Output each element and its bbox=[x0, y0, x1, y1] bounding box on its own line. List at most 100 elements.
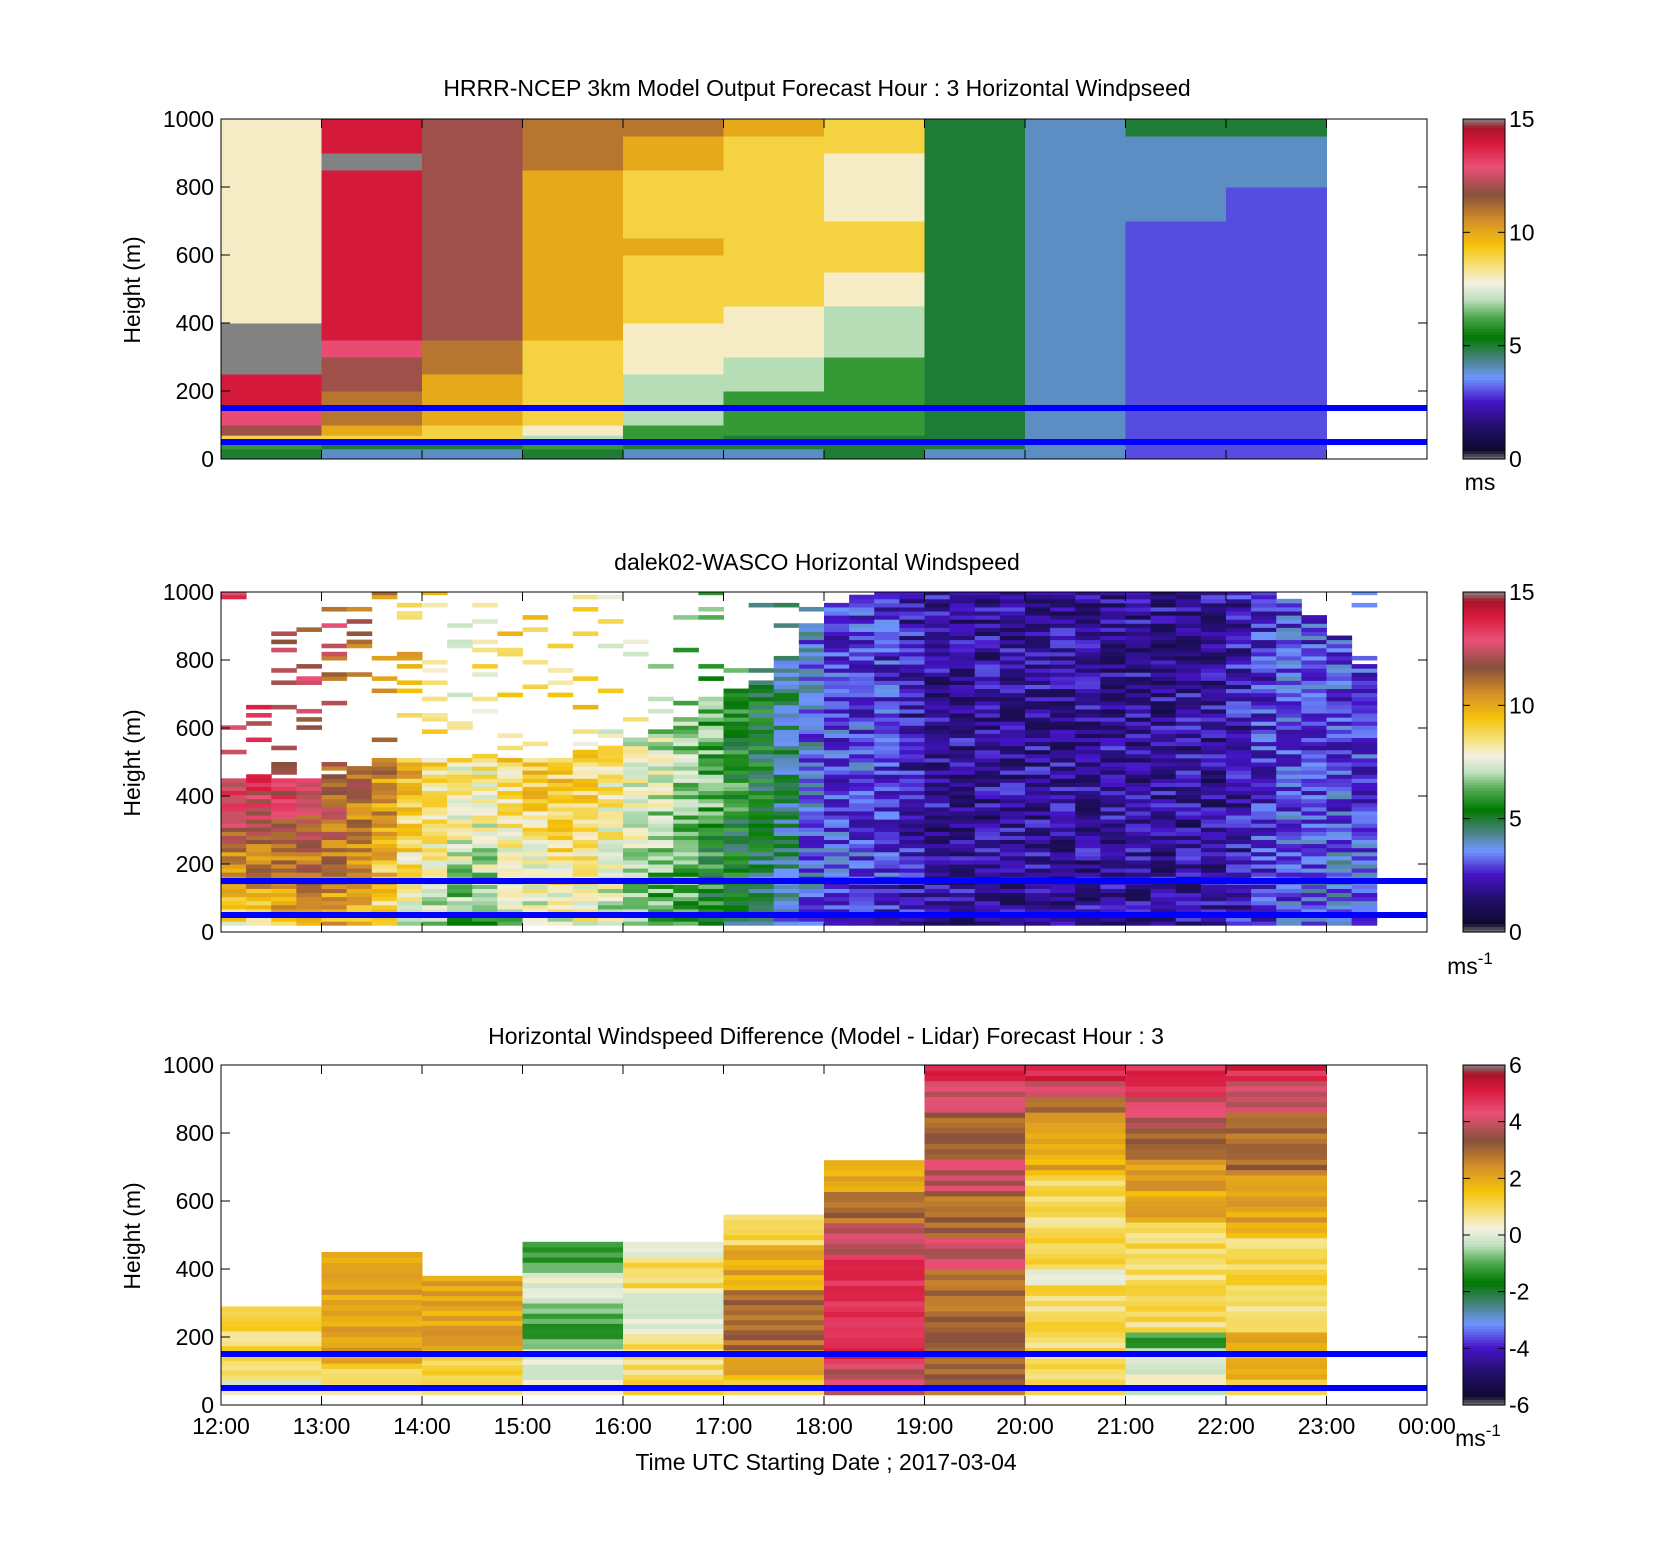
heatmap-cell bbox=[1150, 827, 1177, 832]
heatmap-cell bbox=[1150, 839, 1177, 845]
colorbar-swatch bbox=[1463, 745, 1505, 749]
colorbar-swatch bbox=[1463, 124, 1505, 129]
heatmap-cell bbox=[1351, 770, 1378, 775]
heatmap-cell bbox=[1175, 602, 1202, 608]
heatmap-cell bbox=[422, 425, 523, 436]
heatmap-cell bbox=[1150, 741, 1177, 747]
heatmap-cell bbox=[422, 827, 448, 832]
heatmap-cell bbox=[899, 868, 925, 873]
heatmap-cell bbox=[1351, 847, 1378, 853]
colorbar-swatch bbox=[1463, 869, 1505, 874]
heatmap-cell bbox=[623, 810, 649, 816]
heatmap-cell bbox=[522, 1374, 624, 1380]
heatmap-cell bbox=[321, 864, 348, 869]
heatmap-cell bbox=[1100, 733, 1126, 739]
heatmap-cell bbox=[1301, 660, 1327, 665]
heatmap-cell bbox=[949, 639, 976, 645]
heatmap-cell bbox=[974, 774, 1001, 779]
heatmap-cell bbox=[371, 737, 398, 743]
heatmap-cell bbox=[497, 631, 523, 637]
heatmap-cell bbox=[447, 725, 473, 730]
heatmap-cell bbox=[849, 810, 875, 816]
heatmap-cell bbox=[1276, 855, 1302, 861]
heatmap-cell bbox=[849, 823, 875, 828]
heatmap-cell bbox=[1150, 606, 1177, 612]
heatmap-cell bbox=[597, 859, 624, 865]
heatmap-cell bbox=[1200, 635, 1227, 641]
heatmap-cell bbox=[999, 892, 1026, 898]
heatmap-cell bbox=[1100, 835, 1126, 841]
heatmap-cell bbox=[1125, 872, 1152, 877]
heatmap-cell bbox=[773, 900, 800, 906]
heatmap-cell bbox=[422, 289, 523, 307]
panel-model-title: HRRR-NCEP 3km Model Output Forecast Hour… bbox=[443, 75, 1190, 101]
colorbar-swatch bbox=[1463, 912, 1505, 916]
heatmap-cell bbox=[1025, 635, 1051, 641]
heatmap-cell bbox=[623, 374, 724, 392]
heatmap-cell bbox=[447, 806, 473, 812]
heatmap-cell bbox=[824, 631, 850, 637]
colorbar-swatch bbox=[1463, 1373, 1505, 1378]
colorbar-swatch bbox=[1463, 1067, 1505, 1072]
heatmap-cell bbox=[899, 917, 925, 922]
heatmap-cell bbox=[623, 753, 649, 759]
heatmap-cell bbox=[1075, 729, 1101, 734]
heatmap-cell bbox=[1326, 639, 1353, 645]
colorbar-swatch bbox=[1463, 277, 1505, 282]
heatmap-cell bbox=[1326, 737, 1353, 743]
heatmap-cell bbox=[1301, 762, 1327, 767]
heatmap-cell bbox=[924, 187, 1026, 205]
heatmap-cell bbox=[422, 847, 448, 853]
heatmap-cell bbox=[1175, 872, 1202, 877]
heatmap-cell bbox=[1125, 1070, 1227, 1076]
heatmap-cell bbox=[1200, 647, 1227, 653]
heatmap-cell bbox=[1200, 729, 1227, 734]
heatmap-cell bbox=[1251, 770, 1277, 775]
heatmap-cell bbox=[924, 435, 1026, 443]
heatmap-cell bbox=[522, 357, 624, 375]
heatmap-cell bbox=[1226, 1279, 1327, 1286]
heatmap-cell bbox=[999, 790, 1026, 796]
heatmap-cell bbox=[824, 255, 925, 273]
heatmap-cell bbox=[798, 782, 825, 787]
heatmap-cell bbox=[1351, 794, 1378, 800]
heatmap-cell bbox=[1125, 802, 1152, 808]
heatmap-cell bbox=[346, 643, 373, 649]
heatmap-cell bbox=[1075, 700, 1101, 706]
heatmap-cell bbox=[824, 827, 850, 832]
heatmap-cell bbox=[824, 414, 925, 426]
colorbar-swatch bbox=[1463, 331, 1505, 335]
heatmap-cell bbox=[1301, 708, 1327, 714]
heatmap-cell bbox=[648, 798, 674, 804]
heatmap-cell bbox=[974, 708, 1001, 714]
heatmap-cell bbox=[1050, 778, 1076, 783]
heatmap-cell bbox=[597, 794, 624, 800]
heatmap-cell bbox=[773, 602, 800, 608]
heatmap-cell bbox=[824, 839, 850, 845]
heatmap-cell bbox=[798, 770, 825, 775]
heatmap-cell bbox=[1125, 855, 1152, 861]
heatmap-cell bbox=[1226, 374, 1327, 392]
heatmap-cell bbox=[924, 1337, 1026, 1343]
heatmap-cell bbox=[974, 827, 1001, 832]
colorbar-swatch bbox=[1463, 844, 1505, 848]
heatmap-cell bbox=[1326, 835, 1353, 841]
heatmap-cell bbox=[221, 778, 247, 783]
heatmap-cell bbox=[522, 741, 549, 747]
heatmap-cell bbox=[698, 745, 724, 751]
heatmap-cell bbox=[974, 908, 1001, 914]
heatmap-cell bbox=[698, 835, 724, 841]
heatmap-cell bbox=[547, 921, 574, 926]
heatmap-cell bbox=[924, 1133, 1026, 1139]
heatmap-cell bbox=[648, 872, 674, 877]
colorbar-swatch bbox=[1463, 1348, 1505, 1352]
heatmap-cell bbox=[522, 1303, 624, 1309]
heatmap-cell bbox=[1251, 810, 1277, 816]
heatmap-cell bbox=[1251, 892, 1277, 898]
colorbar-swatch bbox=[1463, 679, 1505, 684]
heatmap-cell bbox=[1125, 221, 1227, 239]
heatmap-cell bbox=[1100, 778, 1126, 783]
heatmap-cell bbox=[296, 917, 322, 922]
heatmap-cell bbox=[271, 859, 297, 865]
heatmap-cell bbox=[1050, 721, 1076, 726]
